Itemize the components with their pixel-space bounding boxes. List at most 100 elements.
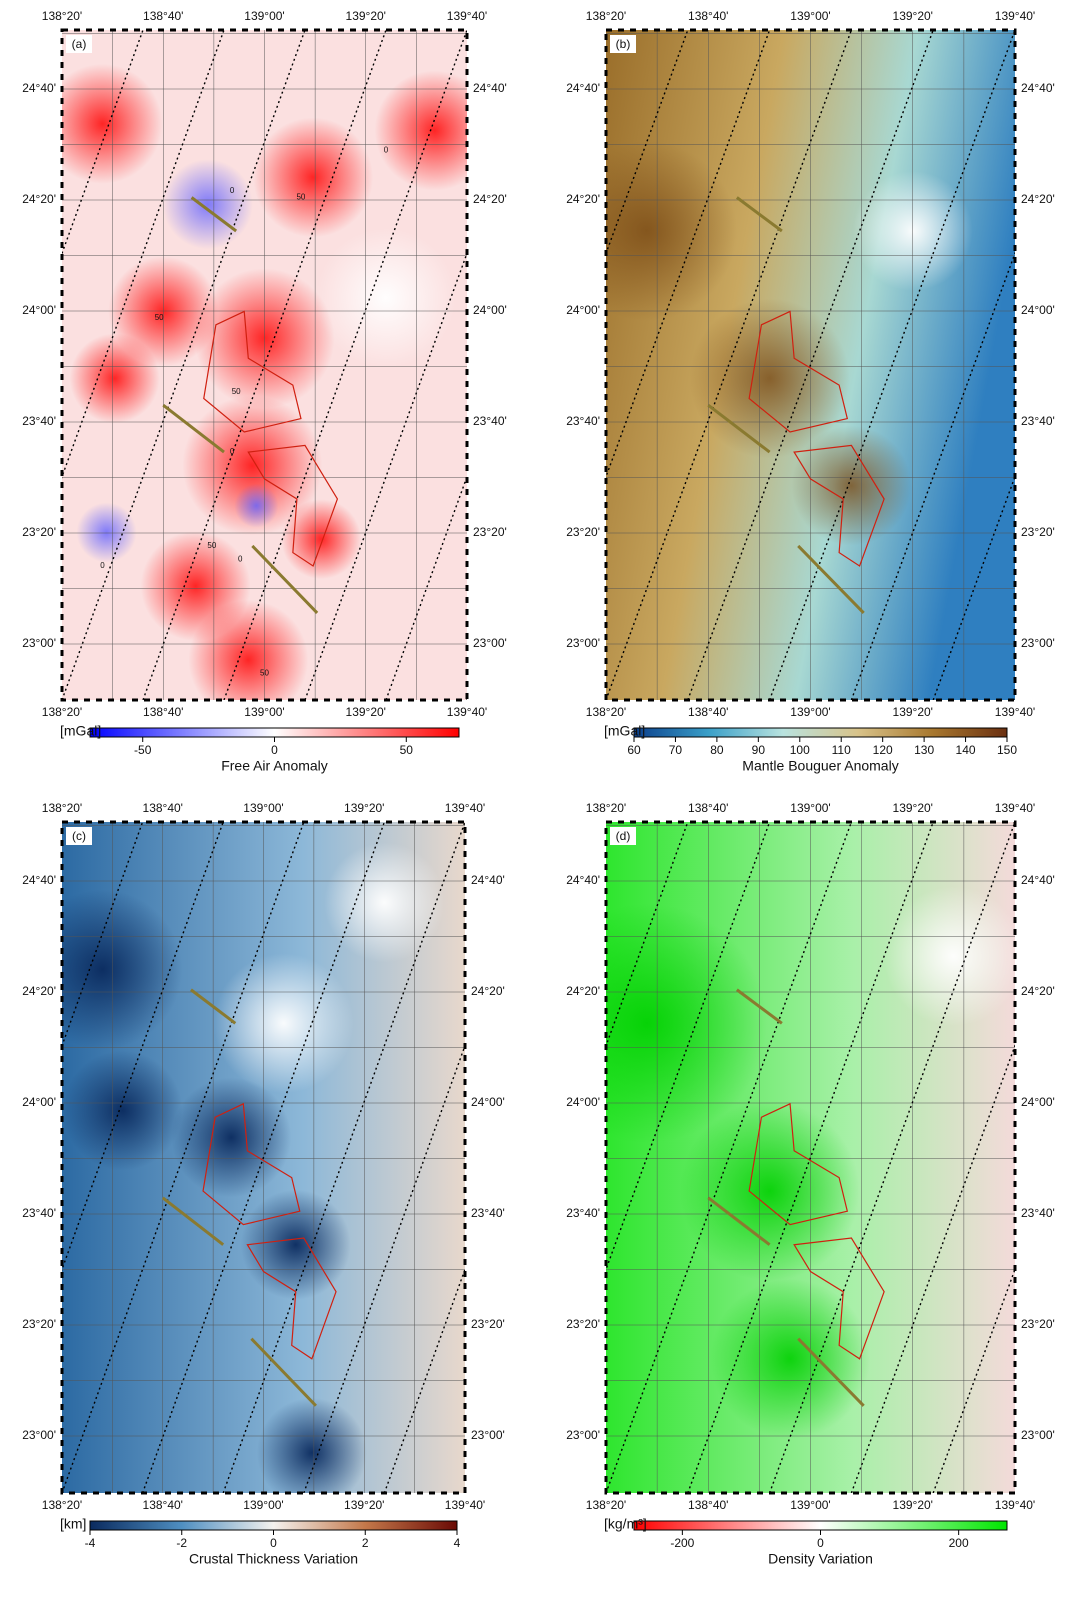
contour-label: 0: [230, 186, 235, 195]
anomaly-patch: [257, 1398, 367, 1508]
contour-label: 0: [384, 146, 389, 155]
contour-label: 0: [100, 561, 105, 570]
colorbar: [90, 1521, 457, 1530]
contour-label: 50: [155, 313, 164, 322]
colorbar-tick-label: 90: [752, 743, 766, 757]
anomaly-patch: [324, 843, 444, 963]
lat-label: 24°20': [1021, 984, 1055, 998]
colorbar-tick-label: -50: [134, 743, 152, 757]
colorbar-tick-label: 60: [627, 743, 641, 757]
lon-label: 138°20': [586, 1498, 626, 1512]
anomaly-patch: [234, 484, 278, 528]
colorbar-tick-label: -200: [670, 1536, 694, 1550]
lon-label: 138°20': [586, 705, 626, 719]
lon-label: 139°20': [893, 1498, 933, 1512]
colorbar-tick-label: 0: [271, 743, 278, 757]
lon-label: 138°40': [688, 1498, 728, 1512]
map: [442, 822, 1088, 1493]
anomaly-patch: [70, 333, 160, 423]
anomaly-patch: [163, 159, 253, 249]
colorbar-unit: [mGal]: [604, 723, 645, 739]
colorbar-tick-label: 0: [270, 1536, 277, 1550]
lon-label: 138°20': [42, 1498, 82, 1512]
lat-label: 24°40': [1021, 81, 1055, 95]
lat-label: 24°40': [22, 81, 56, 95]
anomaly-patch: [77, 503, 137, 563]
anomaly-patch: [710, 1279, 870, 1439]
lat-label: 24°00': [22, 1095, 56, 1109]
lat-label: 23°40': [473, 414, 507, 428]
colorbar-tick-label: 2: [362, 1536, 369, 1550]
lon-label: 139°20': [346, 9, 386, 23]
lon-label: 138°40': [688, 9, 728, 23]
colorbar-unit: [km]: [60, 1516, 86, 1532]
contour-label: 50: [207, 541, 216, 550]
colorbar-unit: [kg/m³]: [604, 1516, 647, 1532]
contour-label: 0: [230, 447, 235, 456]
lat-label: 24°20': [566, 984, 600, 998]
lon-label: 138°40': [688, 705, 728, 719]
lat-label: 24°00': [471, 1095, 505, 1109]
lat-label: 24°20': [22, 984, 56, 998]
lat-label: 23°00': [1021, 636, 1055, 650]
lat-label: 23°00': [22, 1428, 56, 1442]
colorbar-tick-label: 200: [949, 1536, 969, 1550]
colorbar-title: Density Variation: [768, 1551, 873, 1567]
anomaly-patch: [188, 600, 308, 720]
lat-label: 24°20': [473, 192, 507, 206]
lat-label: 24°00': [1021, 1095, 1055, 1109]
lat-label: 24°00': [566, 303, 600, 317]
colorbar-tick-label: -2: [176, 1536, 187, 1550]
colorbar-tick-label: 70: [669, 743, 683, 757]
lat-label: 23°00': [22, 636, 56, 650]
colorbar: [634, 728, 1007, 737]
anomaly-patch: [253, 117, 373, 237]
lat-label: 23°20': [566, 525, 600, 539]
colorbar-tick-label: 150: [997, 743, 1017, 757]
lon-label: 139°00': [790, 1498, 830, 1512]
lon-label: 139°00': [244, 705, 284, 719]
lon-label: 138°40': [143, 1498, 183, 1512]
lat-label: 24°40': [566, 81, 600, 95]
lon-label: 139°20': [893, 9, 933, 23]
lat-label: 24°40': [471, 873, 505, 887]
lon-label: 139°40': [445, 801, 485, 815]
lat-label: 24°00': [566, 1095, 600, 1109]
anomaly-patch: [316, 228, 456, 368]
lat-label: 23°00': [566, 636, 600, 650]
lat-label: 23°40': [471, 1206, 505, 1220]
lat-label: 23°20': [1021, 1317, 1055, 1331]
lat-label: 24°20': [566, 192, 600, 206]
lon-label: 139°40': [445, 1498, 485, 1512]
panel-label: (c): [72, 829, 86, 843]
colorbar-tick-label: 0: [817, 1536, 824, 1550]
lon-label: 138°20': [42, 705, 82, 719]
lat-label: 24°00': [473, 303, 507, 317]
fracture-zone: [1015, 30, 1088, 700]
lon-label: 139°00': [243, 1498, 283, 1512]
lat-label: 23°00': [471, 1428, 505, 1442]
lon-label: 139°20': [346, 705, 386, 719]
colorbar-tick-label: 50: [400, 743, 414, 757]
anomaly-patch: [680, 1101, 860, 1281]
lat-label: 24°00': [1021, 303, 1055, 317]
colorbar-title: Free Air Anomaly: [221, 758, 328, 774]
lon-label: 139°40': [995, 9, 1035, 23]
lat-label: 23°00': [566, 1428, 600, 1442]
lon-label: 139°40': [995, 801, 1035, 815]
lat-label: 23°20': [473, 525, 507, 539]
contour-label: 50: [296, 193, 305, 202]
panel-label: (b): [616, 37, 631, 51]
colorbar: [90, 728, 459, 737]
colorbar-tick-label: 110: [832, 743, 851, 757]
lat-label: 24°20': [22, 192, 56, 206]
lon-label: 139°40': [447, 705, 487, 719]
lon-label: 138°40': [143, 9, 183, 23]
colorbar-tick-label: 130: [914, 743, 934, 757]
lon-label: 139°00': [244, 9, 284, 23]
lon-label: 139°40': [995, 1498, 1035, 1512]
lat-label: 24°40': [1021, 873, 1055, 887]
contour-label: 50: [232, 387, 241, 396]
map: [0, 822, 707, 1508]
colorbar-unit: [mGal]: [60, 723, 101, 739]
